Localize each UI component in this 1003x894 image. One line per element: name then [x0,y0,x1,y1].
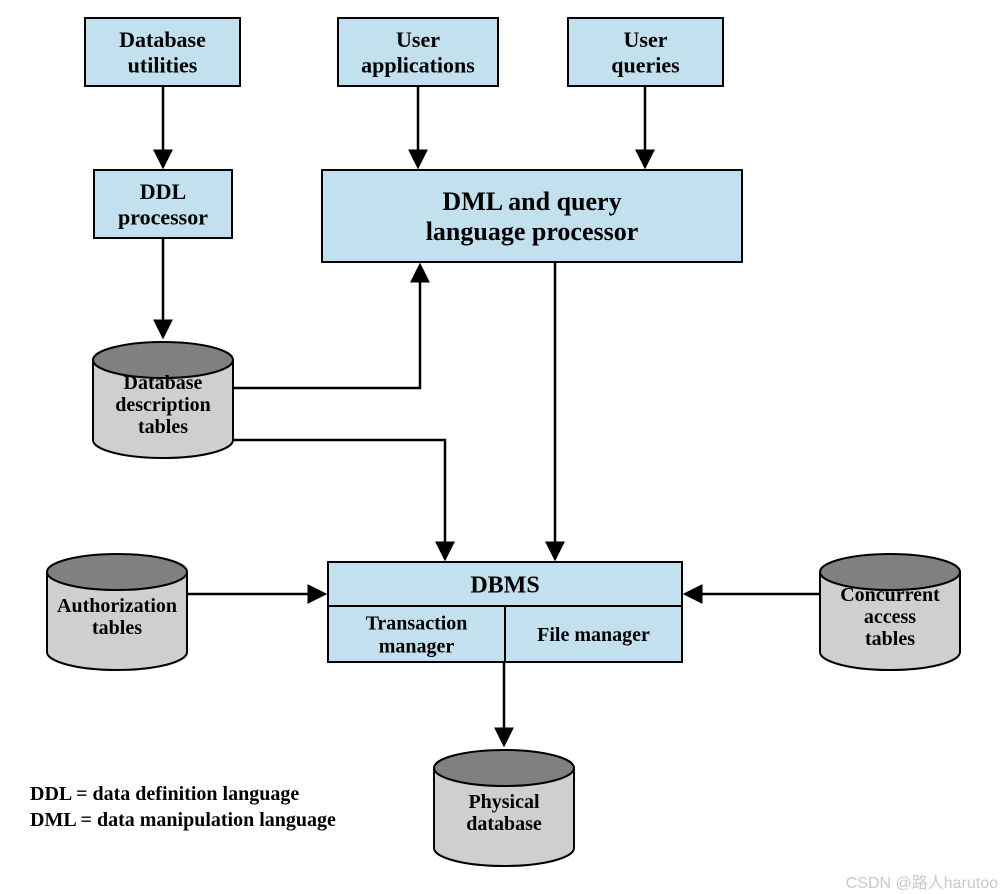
cylinder-label: access [864,606,916,628]
legend-note: DDL = data definition language [30,783,299,805]
cylinder-label: tables [865,628,915,650]
cylinder-physical: Physicaldatabase [434,750,574,866]
watermark: CSDN @路人harutoo [846,874,998,892]
box-label: DML and query [442,187,621,216]
box-label: processor [118,204,208,229]
box-file_manager: File manager [505,606,682,662]
box-user_apps: Userapplications [338,18,498,86]
cylinder-db_desc: Databasedescriptiontables [93,342,233,458]
box-label: manager [379,636,455,658]
box-label: DDL [140,179,186,204]
box-label: File manager [537,624,650,646]
box-label: Transaction [366,613,468,635]
cylinder-label: description [115,394,211,416]
box-label: DBMS [470,572,539,598]
box-txn_manager: Transactionmanager [328,606,505,662]
box-label: applications [361,52,475,77]
box-dbms: DBMS [328,562,682,606]
box-label: User [624,27,668,52]
cylinder-label: Concurrent [840,584,940,606]
box-ddl_processor: DDLprocessor [94,170,232,238]
box-db_utilities: Databaseutilities [85,18,240,86]
cylinder-auth: Authorizationtables [47,554,187,670]
cylinder-concurrent: Concurrentaccesstables [820,554,960,670]
edge-e6 [233,440,445,558]
box-label: queries [611,52,680,77]
legend-note: DML = data manipulation language [30,809,336,831]
cylinder-label: Physical [468,791,540,813]
cylinder-label: tables [138,416,188,438]
cylinder-label: tables [92,617,142,639]
cylinder-label: Database [124,372,203,394]
box-label: Database [119,27,206,52]
cylinder-label: Authorization [57,595,177,617]
box-dml_processor: DML and querylanguage processor [322,170,742,262]
cylinder-label: database [466,813,542,835]
box-label: User [396,27,440,52]
box-user_queries: Userqueries [568,18,723,86]
box-label: language processor [426,217,639,246]
dbms-architecture-diagram: DatabasedescriptiontablesAuthorizationta… [0,0,1003,894]
edge-e5 [233,266,420,388]
box-label: utilities [128,52,198,77]
